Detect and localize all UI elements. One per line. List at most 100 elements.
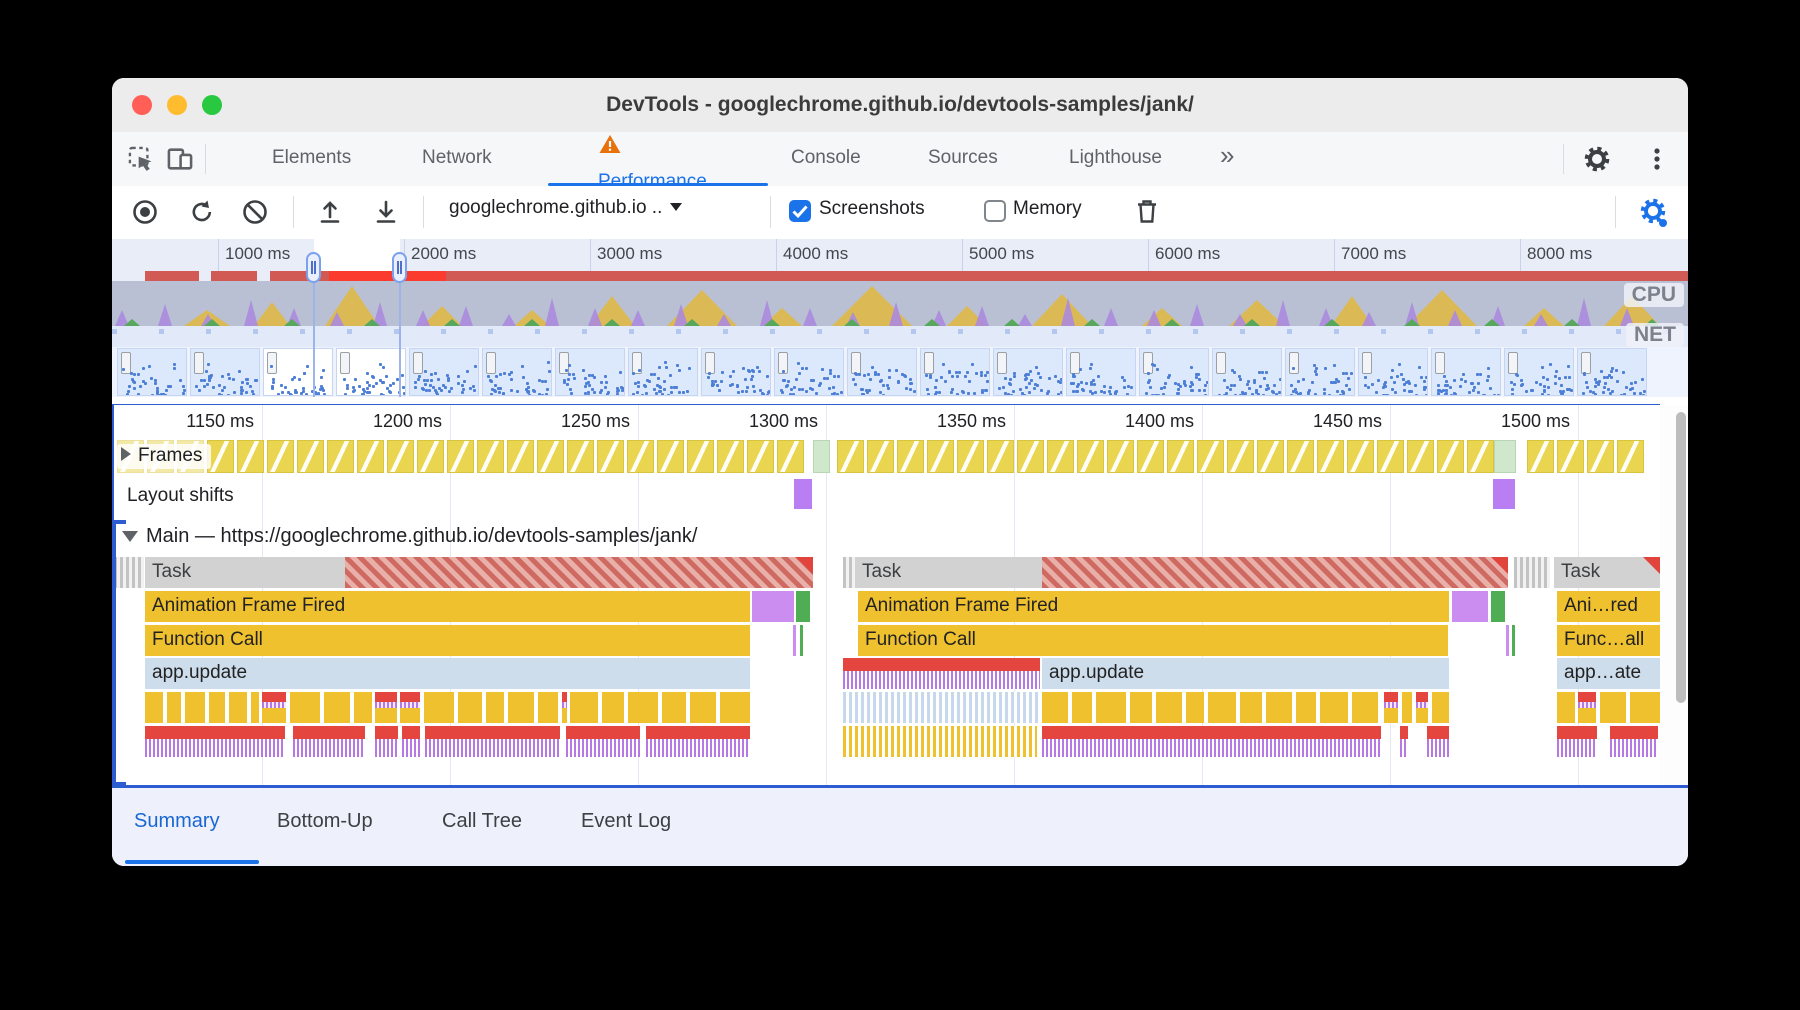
flame-segment[interactable]	[1130, 692, 1152, 723]
flame-segment[interactable]	[562, 692, 567, 723]
detail-tab-event-log[interactable]: Event Log	[581, 810, 672, 832]
frame-block[interactable]	[1317, 440, 1344, 473]
flame-segment[interactable]	[1402, 692, 1412, 723]
flame-segment[interactable]	[145, 692, 163, 723]
flame-segment[interactable]	[1042, 692, 1068, 723]
flame-segment[interactable]	[1630, 692, 1660, 723]
flame-segment[interactable]	[400, 692, 420, 723]
timeline-flamechart[interactable]: 1150 ms 1200 ms 1250 ms 1300 ms 1350 ms 1400 …	[112, 405, 1660, 785]
dropped-frame-block[interactable]	[813, 440, 830, 473]
flame-segment[interactable]	[800, 625, 803, 656]
detail-tab-call-tree[interactable]: Call Tree	[442, 810, 523, 832]
flame-segment[interactable]	[1240, 692, 1262, 723]
flame-segment[interactable]	[752, 591, 794, 622]
frame-block[interactable]	[1017, 440, 1044, 473]
tab-lighthouse[interactable]: Lighthouse	[1069, 147, 1162, 168]
screenshots-checkbox[interactable]	[789, 200, 811, 222]
flame-segment[interactable]	[1557, 726, 1597, 757]
frame-block[interactable]	[957, 440, 984, 473]
frame-block[interactable]	[867, 440, 894, 473]
flame-segment[interactable]	[1096, 692, 1126, 723]
flame-segment[interactable]	[843, 692, 1040, 723]
flame-segment[interactable]	[1296, 692, 1316, 723]
screenshot-thumbnail[interactable]	[701, 348, 771, 396]
screenshot-thumbnail[interactable]	[1285, 348, 1355, 396]
flame-segment[interactable]	[425, 726, 560, 757]
flame-segment[interactable]	[796, 591, 810, 622]
screenshot-thumbnail[interactable]	[920, 348, 990, 396]
maximize-window-button[interactable]	[202, 95, 222, 115]
flame-segment[interactable]	[1610, 726, 1658, 757]
flame-segment[interactable]	[508, 692, 534, 723]
more-options-icon[interactable]	[1643, 145, 1671, 173]
flame-segment[interactable]	[293, 726, 365, 757]
frame-block[interactable]	[1557, 440, 1584, 473]
selection-left-handle[interactable]	[306, 252, 321, 283]
dropped-frame-block[interactable]	[1494, 440, 1516, 473]
detail-tab-bottom-up[interactable]: Bottom-Up	[277, 810, 373, 832]
flame-event[interactable]: app…ate	[1557, 658, 1660, 689]
memory-checkbox[interactable]	[984, 200, 1006, 222]
frame-block[interactable]	[1587, 440, 1614, 473]
settings-gear-icon[interactable]	[1583, 145, 1611, 173]
selection-right-handle[interactable]	[392, 252, 407, 283]
flame-event[interactable]: Task	[145, 557, 813, 588]
flame-segment[interactable]	[375, 726, 398, 757]
flame-segment[interactable]	[1320, 692, 1348, 723]
frame-block[interactable]	[747, 440, 774, 473]
screenshot-thumbnail[interactable]	[774, 348, 844, 396]
screenshot-thumbnail[interactable]	[1066, 348, 1136, 396]
frame-block[interactable]	[267, 440, 294, 473]
frame-block[interactable]	[1527, 440, 1554, 473]
flame-segment[interactable]	[843, 726, 1037, 757]
frame-block[interactable]	[207, 440, 234, 473]
detail-tab-summary[interactable]: Summary	[134, 810, 220, 832]
screenshot-thumbnail[interactable]	[847, 348, 917, 396]
flame-event[interactable]: Function Call	[858, 625, 1448, 656]
flame-segment[interactable]	[262, 692, 286, 723]
flame-segment[interactable]	[1042, 726, 1381, 757]
flame-segment[interactable]	[1186, 692, 1204, 723]
memory-label[interactable]: Memory	[1013, 198, 1082, 219]
download-profile-icon[interactable]	[372, 198, 400, 226]
close-window-button[interactable]	[132, 95, 152, 115]
minimize-window-button[interactable]	[167, 95, 187, 115]
frame-block[interactable]	[927, 440, 954, 473]
layout-shift-event[interactable]	[794, 479, 812, 509]
screenshot-thumbnail[interactable]	[482, 348, 552, 396]
flame-segment[interactable]	[354, 692, 372, 723]
screenshot-thumbnail[interactable]	[555, 348, 625, 396]
frame-block[interactable]	[387, 440, 414, 473]
frame-block[interactable]	[237, 440, 264, 473]
screenshot-thumbnail[interactable]	[336, 348, 406, 396]
screenshot-thumbnail[interactable]	[1504, 348, 1574, 396]
flame-segment[interactable]	[114, 557, 144, 588]
flame-segment[interactable]	[1384, 692, 1398, 723]
frame-block[interactable]	[1227, 440, 1254, 473]
frame-block[interactable]	[777, 440, 804, 473]
flame-event[interactable]: Task	[855, 557, 1508, 588]
flame-segment[interactable]	[1072, 692, 1092, 723]
timeline-overview[interactable]: 1000 ms 2000 ms 3000 ms 4000 ms 5000 ms 6000 …	[112, 239, 1688, 404]
screenshot-thumbnail[interactable]	[1212, 348, 1282, 396]
flame-segment[interactable]	[1578, 692, 1596, 723]
flame-event[interactable]: Animation Frame Fired	[145, 591, 750, 622]
flame-segment[interactable]	[424, 692, 454, 723]
flame-segment[interactable]	[458, 692, 482, 723]
flame-event[interactable]: app.update	[145, 658, 750, 689]
screenshots-filmstrip[interactable]	[112, 347, 1688, 397]
frame-block[interactable]	[1347, 440, 1374, 473]
tab-elements[interactable]: Elements	[272, 147, 352, 168]
inspect-element-icon[interactable]	[127, 145, 155, 173]
frame-block[interactable]	[357, 440, 384, 473]
flame-segment[interactable]	[185, 692, 205, 723]
screenshot-thumbnail[interactable]	[1358, 348, 1428, 396]
vertical-scrollbar[interactable]	[1676, 412, 1686, 703]
flame-segment[interactable]	[1156, 692, 1182, 723]
flame-segment[interactable]	[602, 692, 624, 723]
flame-segment[interactable]	[290, 692, 320, 723]
tab-network[interactable]: Network	[422, 147, 492, 168]
frame-block[interactable]	[687, 440, 714, 473]
frame-block[interactable]	[567, 440, 594, 473]
screenshot-thumbnail[interactable]	[1139, 348, 1209, 396]
